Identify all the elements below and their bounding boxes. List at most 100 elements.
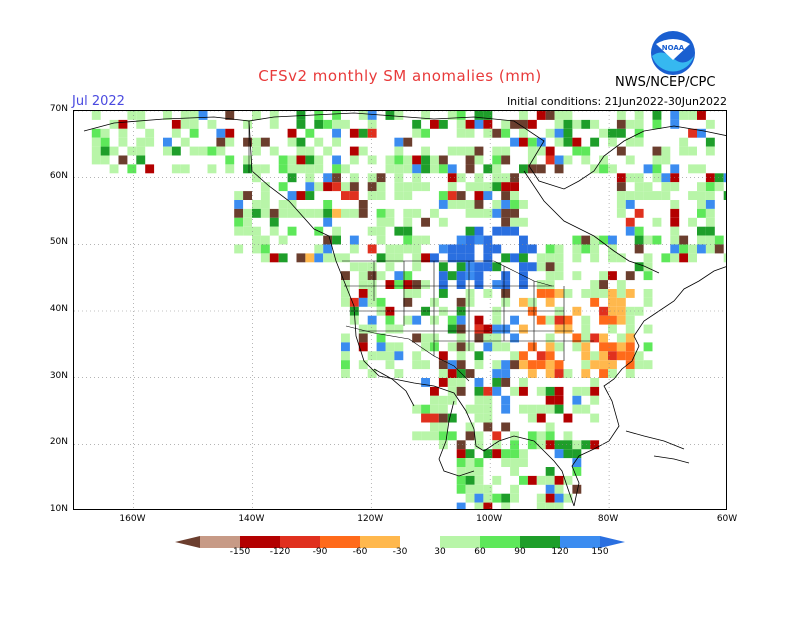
anomaly-cell [510, 458, 519, 467]
anomaly-cell [492, 493, 502, 503]
anomaly-cell [483, 404, 493, 414]
anomaly-cell [180, 111, 190, 120]
anomaly-cell [563, 111, 573, 120]
anomaly-cell [714, 244, 724, 254]
anomaly-cell [465, 155, 475, 165]
anomaly-cell [536, 475, 546, 485]
anomaly-cell [332, 164, 341, 174]
anomaly-cell [625, 200, 635, 209]
anomaly-cell [412, 351, 422, 361]
anomaly-cell [456, 146, 466, 156]
anomaly-cell [545, 280, 555, 289]
anomaly-cell [608, 164, 617, 174]
anomaly-cell [483, 449, 493, 459]
anomaly-cell [412, 155, 422, 165]
anomaly-cell [447, 173, 457, 183]
anomaly-cell [100, 155, 110, 165]
anomaly-cell [563, 475, 573, 485]
anomaly-cell [465, 431, 475, 441]
anomaly-cell [545, 128, 555, 138]
anomaly-cell [483, 128, 493, 138]
anomaly-cell [367, 191, 377, 200]
anomaly-cell [492, 342, 502, 352]
anomaly-cell [536, 360, 546, 370]
anomaly-cell [376, 173, 386, 183]
anomaly-cell [216, 146, 226, 156]
anomaly-cell [314, 119, 324, 129]
anomaly-cell [341, 360, 350, 370]
anomaly-cell [563, 289, 573, 298]
anomaly-cell [118, 155, 128, 165]
anomaly-cell [296, 208, 306, 218]
anomaly-cell [545, 440, 555, 450]
anomaly-cell [697, 200, 706, 209]
anomaly-cell [679, 244, 689, 254]
anomaly-cell [465, 493, 475, 503]
anomaly-cell [234, 226, 244, 236]
anomaly-cell [554, 253, 564, 263]
anomaly-cell [225, 155, 235, 165]
anomaly-cell [465, 253, 475, 263]
anomaly-cell [697, 164, 706, 174]
anomaly-cell [376, 271, 386, 281]
anomaly-cell [305, 191, 315, 200]
anomaly-cell [554, 128, 564, 138]
anomaly-cell [483, 235, 493, 245]
anomaly-cell [527, 404, 537, 414]
anomaly-cell [554, 395, 564, 405]
anomaly-cell [412, 164, 422, 174]
anomaly-cell [287, 226, 297, 236]
anomaly-cell [349, 244, 359, 254]
anomaly-cell [403, 271, 413, 281]
anomaly-cell [447, 395, 457, 405]
anomaly-cell [358, 280, 368, 289]
anomaly-cell [278, 253, 288, 263]
anomaly-cell [447, 271, 457, 281]
anomaly-cell [474, 182, 484, 192]
latitude-label: 10N [49, 504, 68, 514]
anomaly-cell [501, 146, 511, 156]
anomaly-cell [412, 280, 422, 289]
anomaly-cell [385, 280, 395, 289]
anomaly-cell [723, 173, 726, 183]
anomaly-cell [323, 208, 333, 218]
latitude-label: 70N [49, 104, 68, 114]
anomaly-cell [492, 475, 502, 485]
forecast-month: Jul 2022 [72, 94, 125, 109]
anomaly-cell [323, 119, 333, 129]
anomaly-cell [545, 351, 555, 361]
anomaly-cell [474, 315, 484, 325]
anomaly-cell [403, 217, 413, 227]
anomaly-cell [572, 271, 582, 281]
anomaly-cell [652, 119, 662, 129]
anomaly-cell [376, 342, 386, 352]
anomaly-cell [501, 378, 511, 387]
anomaly-cell [527, 431, 537, 441]
anomaly-cell [608, 306, 617, 316]
anomaly-cell [332, 182, 341, 192]
anomaly-cell [260, 182, 270, 192]
anomaly-cell [465, 449, 475, 459]
anomaly-cell [652, 191, 662, 200]
anomaly-cell [634, 182, 644, 192]
anomaly-cell [447, 324, 457, 334]
anomaly-cell [616, 208, 626, 218]
anomaly-cell [438, 431, 448, 441]
anomaly-cell [456, 440, 466, 450]
anomaly-cell [456, 342, 466, 352]
anomaly-cell [590, 289, 600, 298]
anomaly-cell [492, 324, 502, 334]
anomaly-cell [421, 128, 430, 138]
anomaly-cell [652, 164, 662, 174]
anomaly-cell [519, 235, 528, 245]
anomaly-cell [554, 111, 564, 120]
anomaly-cell [519, 164, 528, 174]
anomaly-cell [608, 324, 617, 334]
anomaly-cell [483, 413, 493, 423]
anomaly-cell [260, 137, 270, 147]
anomaly-cell [474, 280, 484, 289]
anomaly-cell [474, 333, 484, 343]
anomaly-cell [545, 111, 555, 120]
anomaly-cell [465, 484, 475, 494]
anomaly-cell [403, 208, 413, 218]
